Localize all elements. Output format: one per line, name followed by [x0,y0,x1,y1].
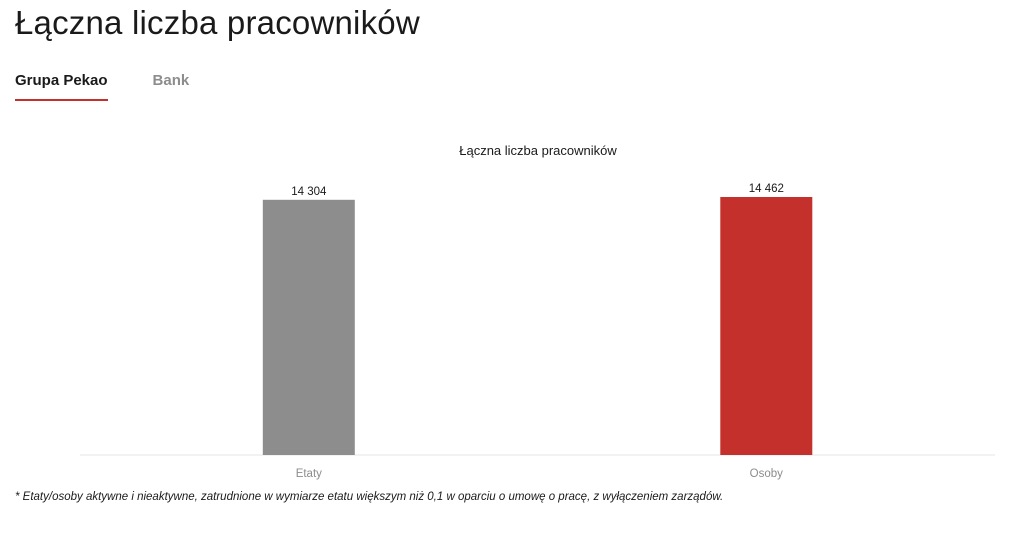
data-label-etaty: 14 304 [291,186,327,198]
chart-container: Łączna liczba pracowników 14 304 Etaty 14 … [0,130,1029,490]
chart-title: Łączna liczba pracowników [459,143,617,158]
bar-etaty [262,199,355,455]
data-label-osoby: 14 462 [749,183,784,195]
tab-bar: Grupa Pekao Bank [15,72,234,101]
tab-grupa-pekao[interactable]: Grupa Pekao [15,72,108,101]
bar-chart: Łączna liczba pracowników 14 304 Etaty 14 … [80,143,995,480]
tab-bank[interactable]: Bank [152,72,190,89]
tick-label-osoby: Osoby [750,468,783,480]
page-title: Łączna liczba pracowników [15,4,420,41]
tick-label-etaty: Etaty [296,468,322,480]
footnote: * Etaty/osoby aktywne i nieaktywne, zatr… [15,491,724,503]
bar-osoby [720,197,813,455]
